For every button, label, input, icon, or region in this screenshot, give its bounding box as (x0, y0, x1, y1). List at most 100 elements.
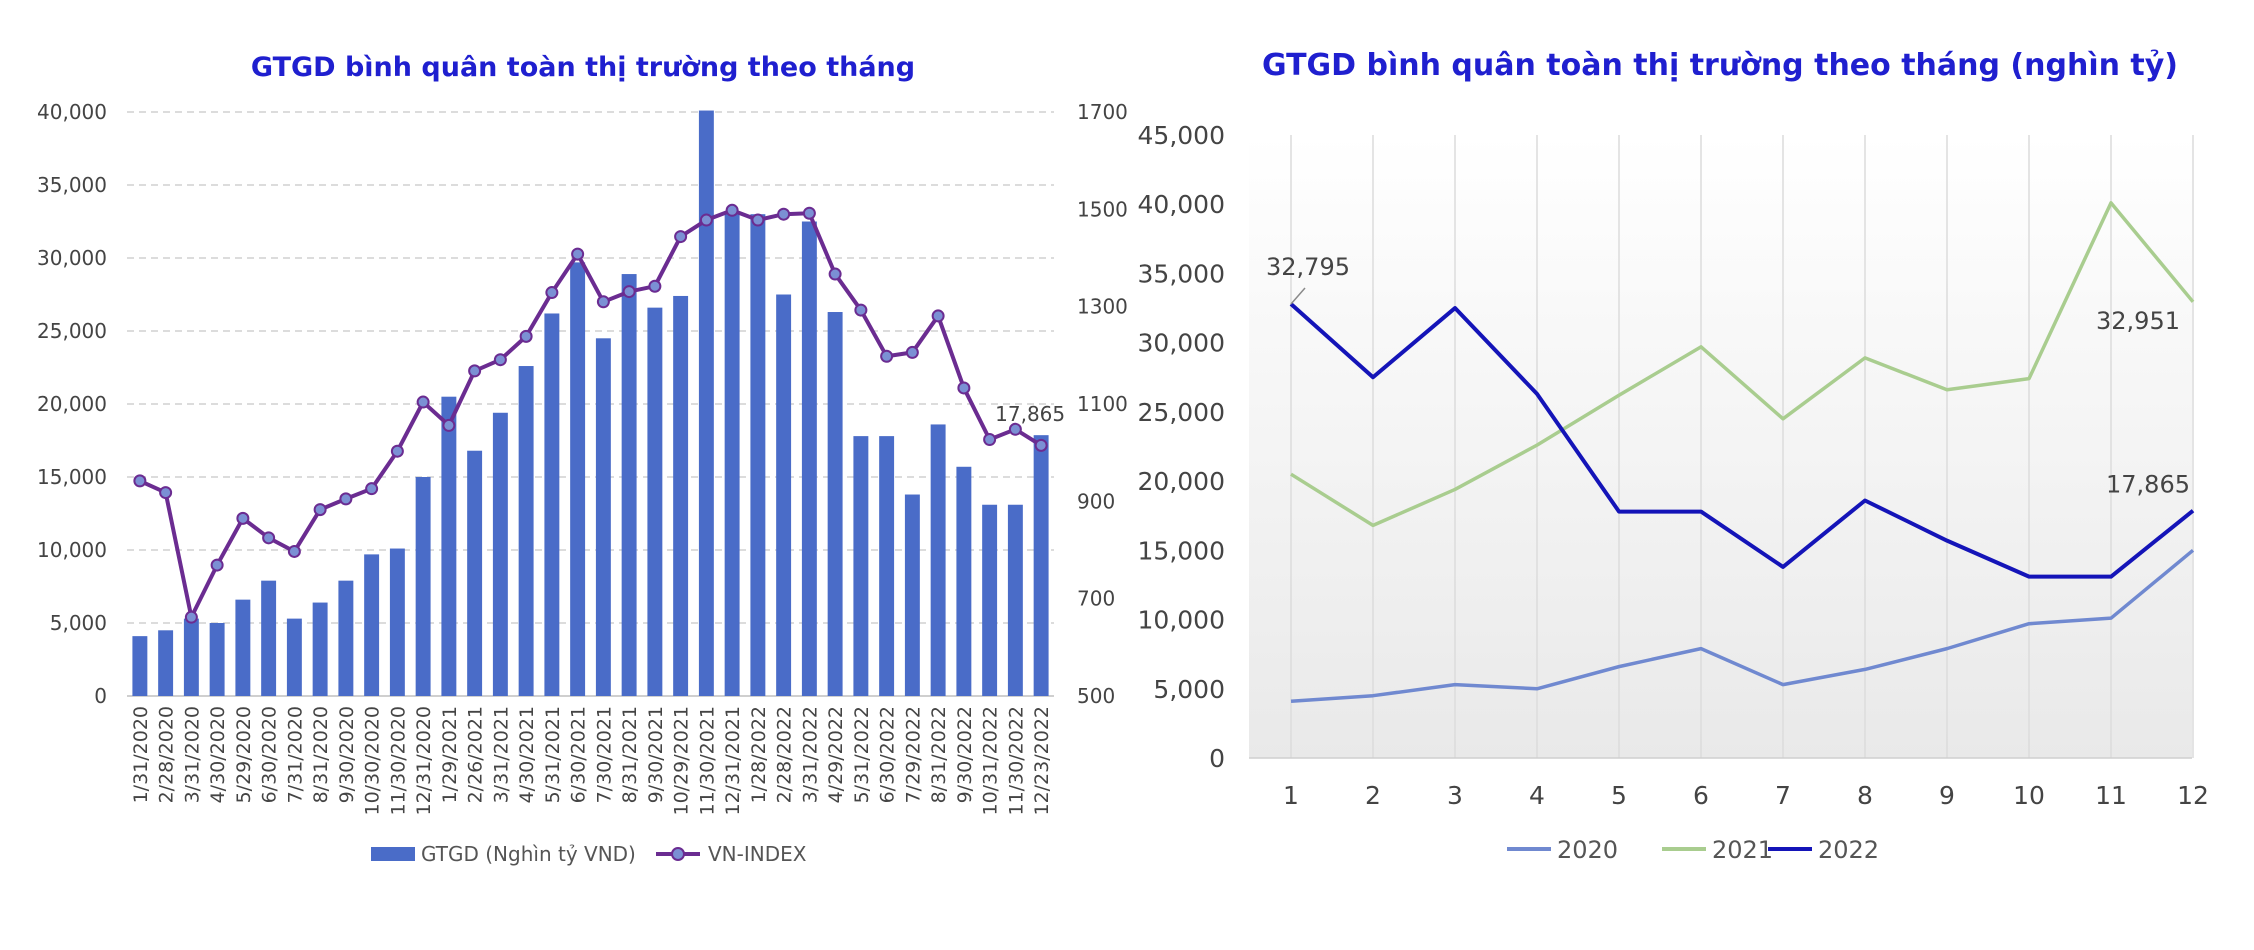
x-tick-label: 8/31/2022 (928, 706, 950, 803)
x-tick-label: 6 (1693, 781, 1709, 810)
x-tick-label: 1/31/2020 (130, 706, 152, 803)
y-tick-label: 20,000 (1138, 467, 1225, 496)
x-tick-label: 7/29/2022 (902, 706, 924, 803)
right-chart-title: GTGD bình quân toàn thị trường theo thán… (1262, 48, 2178, 83)
x-tick-label: 8/31/2021 (619, 706, 641, 803)
left-vnindex-line (133, 203, 1048, 624)
left-y-axis-right: 500 700 900 1100 1300 1500 1700 (1077, 100, 1128, 708)
x-tick-label: 8/31/2020 (310, 706, 332, 803)
legend-line-label: VN-INDEX (708, 842, 807, 866)
y2-tick-label: 1700 (1077, 100, 1128, 124)
y2-tick-label: 700 (1077, 587, 1115, 611)
vnindex-point (699, 213, 713, 227)
vnindex-point (828, 267, 842, 281)
x-tick-label: 3/31/2021 (490, 706, 512, 803)
x-tick-label: 4/30/2021 (516, 706, 538, 803)
y-tick-label: 20,000 (37, 392, 107, 416)
vnindex-point (390, 444, 404, 458)
series-line-2021 (1290, 201, 2195, 528)
left-x-axis: 1/31/2020 2/28/2020 3/31/2020 4/30/2020 5/29… (130, 706, 1053, 816)
bar (209, 623, 225, 696)
bar (183, 618, 199, 696)
bar (801, 221, 817, 696)
x-tick-label: 11/30/2021 (696, 706, 718, 816)
bar (286, 618, 302, 696)
x-tick-label: 1 (1283, 781, 1299, 810)
data-label: 17,865 (995, 402, 1065, 426)
bar (261, 580, 277, 696)
bar (544, 313, 560, 696)
right-legend: 2020 2021 2022 (1507, 836, 1879, 864)
bar (364, 554, 380, 696)
right-annotations: 32,795 32,951 17,865 (1266, 253, 2190, 499)
x-tick-label: 8 (1857, 781, 1873, 810)
right-plot-area (1249, 135, 2192, 758)
bar (776, 294, 792, 696)
vnindex-point (545, 286, 559, 300)
vnindex-point (1008, 422, 1022, 436)
vnindex-point (751, 213, 765, 227)
x-tick-label: 4/30/2020 (207, 706, 229, 803)
vnindex-point (957, 381, 971, 395)
vnindex-point (493, 353, 507, 367)
vnindex-point (880, 349, 894, 363)
vnindex-point (133, 474, 147, 488)
vnindex-point (236, 511, 250, 525)
data-label: 32,795 (1266, 253, 1350, 281)
x-tick-label: 4 (1529, 781, 1545, 810)
vnindex-point (210, 558, 224, 572)
x-tick-label: 5/31/2021 (542, 706, 564, 803)
left-gridlines (127, 111, 1054, 697)
bar (415, 477, 431, 696)
x-tick-label: 10/29/2021 (671, 706, 693, 816)
bar (312, 602, 328, 696)
y-tick-label: 35,000 (37, 173, 107, 197)
y-tick-label: 30,000 (1138, 329, 1225, 358)
x-tick-label: 9/30/2022 (954, 706, 976, 803)
right-chart: GTGD bình quân toàn thị trường theo thán… (1138, 48, 2209, 864)
x-tick-label: 1/29/2021 (439, 706, 461, 803)
x-tick-label: 10/31/2022 (980, 706, 1002, 816)
vnindex-point (519, 329, 533, 343)
bar (132, 636, 148, 696)
left-annotations: 17,865 (995, 402, 1065, 426)
x-tick-label: 6/30/2021 (568, 706, 590, 803)
x-tick-label: 11/30/2022 (1005, 706, 1027, 816)
leader-line (1290, 287, 1306, 305)
x-tick-label: 9 (1939, 781, 1955, 810)
x-tick-label: 2 (1365, 781, 1381, 810)
y-tick-label: 0 (94, 684, 107, 708)
vnindex-point (365, 482, 379, 496)
bar (158, 630, 174, 696)
vnindex-point (596, 295, 610, 309)
bar (1007, 504, 1023, 696)
y-tick-label: 30,000 (37, 246, 107, 270)
vnindex-point (339, 492, 353, 506)
vnindex-point (931, 309, 945, 323)
bar (827, 312, 843, 696)
vnindex-point (287, 544, 301, 558)
bar (647, 307, 663, 696)
left-y-axis-left: 0 5,000 10,000 15,000 20,000 25,000 30,000 35,0… (37, 100, 107, 708)
legend-2020-label: 2020 (1557, 836, 1618, 864)
y-tick-label: 15,000 (37, 465, 107, 489)
x-tick-label: 9/30/2021 (645, 706, 667, 803)
data-label: 32,951 (2096, 307, 2180, 335)
x-tick-label: 12/31/2020 (413, 706, 435, 816)
vnindex-point (262, 531, 276, 545)
x-tick-label: 10 (2013, 781, 2045, 810)
left-chart-title: GTGD bình quân toàn thị trường theo thán… (251, 52, 915, 83)
bar (441, 396, 457, 696)
y-tick-label: 45,000 (1138, 121, 1225, 150)
vnindex-point (571, 247, 585, 261)
y-tick-label: 35,000 (1138, 259, 1225, 288)
bar (698, 110, 714, 697)
bar (621, 274, 637, 696)
x-tick-label: 2/26/2021 (465, 706, 487, 803)
y2-tick-label: 500 (1077, 684, 1115, 708)
y-tick-label: 15,000 (1138, 536, 1225, 565)
y-tick-label: 25,000 (1138, 398, 1225, 427)
vnindex-point (983, 433, 997, 447)
vnindex-point (622, 285, 636, 299)
